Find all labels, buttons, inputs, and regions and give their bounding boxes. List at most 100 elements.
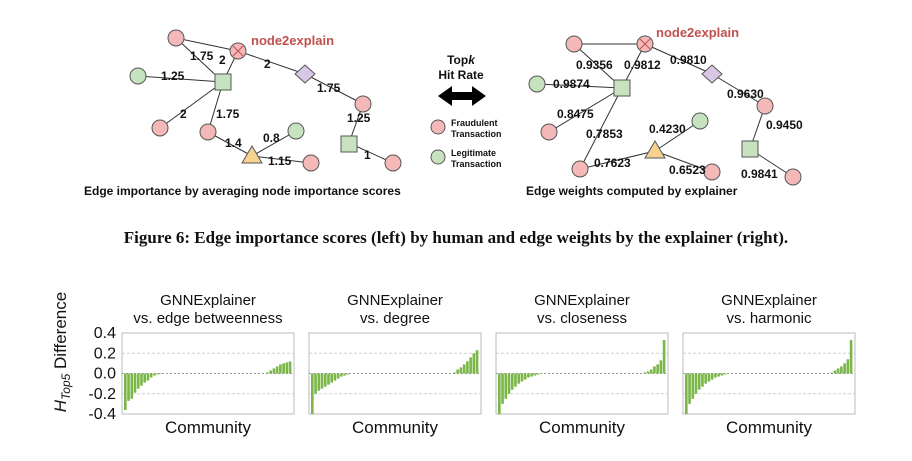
- chart-title: GNNExplainer: [721, 292, 817, 309]
- bar: [527, 373, 530, 378]
- fraud-node: [756, 97, 774, 115]
- edge-label: 0.7853: [586, 127, 623, 141]
- square-node: [741, 140, 759, 158]
- bar: [536, 373, 540, 375]
- double-arrow-icon: [438, 86, 486, 106]
- edge-label: 0.7623: [594, 156, 631, 170]
- bar: [656, 364, 659, 374]
- edge-label: 2: [264, 57, 271, 71]
- bar: [720, 373, 724, 376]
- edge-label: 0.6523: [669, 163, 706, 177]
- bar: [130, 373, 134, 399]
- fraud-node: [167, 29, 185, 47]
- legit-node: [129, 67, 147, 85]
- edge-label: 0.9630: [727, 87, 764, 101]
- fraud-node: [354, 95, 372, 113]
- bar: [707, 373, 711, 382]
- edge-label: 0.8: [263, 131, 280, 145]
- bar: [662, 340, 666, 374]
- bar: [333, 373, 337, 381]
- bar: [836, 368, 840, 374]
- right-nodes: [528, 35, 802, 186]
- bar: [510, 373, 514, 390]
- bar: [327, 373, 330, 385]
- legit-node: [691, 112, 709, 130]
- square-node: [613, 79, 631, 97]
- edge-label: 0.9812: [624, 58, 661, 72]
- edge-label: 0.9450: [766, 118, 803, 132]
- left-caption: Edge importance by averaging node import…: [84, 184, 401, 198]
- bar: [723, 373, 727, 375]
- fraud-node: [784, 168, 802, 186]
- bar: [314, 373, 317, 394]
- x-axis-label: Community: [539, 418, 625, 437]
- bar: [343, 373, 346, 376]
- bar-charts: HTop5 Difference GNNExplainer vs. edge be…: [51, 292, 856, 437]
- bar: [266, 372, 269, 374]
- triangle-node: [241, 145, 263, 164]
- bar: [323, 373, 327, 387]
- bar: [701, 373, 704, 387]
- y-tick-label: 0.2: [94, 345, 116, 362]
- edge-label: 1.25: [347, 111, 371, 125]
- fraud-node: [540, 123, 558, 141]
- bar: [124, 373, 127, 410]
- bar: [269, 370, 273, 374]
- edge-label: 1.25: [161, 69, 185, 83]
- bar: [540, 373, 543, 375]
- edge-label: 0.8475: [557, 107, 594, 121]
- fraud-node: [199, 123, 217, 141]
- bar: [849, 340, 853, 374]
- bar: [653, 366, 656, 374]
- bar: [127, 373, 130, 401]
- bar: [649, 369, 653, 374]
- edge-label: 0.9841: [741, 167, 778, 181]
- bar: [691, 373, 695, 399]
- square-node: [340, 135, 358, 153]
- bar: [520, 373, 524, 382]
- legend-fraud-marker: [430, 119, 446, 135]
- bar: [517, 373, 521, 384]
- chart-subtitle: vs. edge betweenness: [133, 310, 282, 327]
- bar: [469, 357, 472, 374]
- edge-label: 0.9874: [553, 77, 590, 91]
- target-label-right: node2explain: [656, 25, 739, 40]
- legend-legit-marker: [430, 149, 446, 165]
- y-axis-label: HTop5 Difference: [51, 292, 73, 412]
- bar: [456, 369, 460, 374]
- chart-title: GNNExplainer: [534, 292, 630, 309]
- bar: [149, 373, 153, 378]
- bar: [514, 373, 517, 387]
- legend-legit-line2: Transaction: [451, 159, 502, 169]
- diamond-node: [294, 64, 316, 84]
- bar: [272, 368, 276, 374]
- triangle-node: [644, 140, 666, 159]
- bar: [143, 373, 147, 383]
- bar: [156, 373, 159, 375]
- left-nodes: [129, 29, 402, 172]
- y-tick-label: -0.2: [88, 386, 116, 403]
- edge-label: 0.9810: [670, 53, 707, 67]
- topk-subtitle: Hit Rate: [438, 68, 484, 82]
- bar: [340, 373, 343, 377]
- bar: [833, 370, 837, 374]
- edge-label: 1.75: [317, 81, 341, 95]
- bar: [311, 373, 314, 414]
- bar: [840, 366, 843, 374]
- figure-top: node2explain 1.75 2 2 1.25 2 1.75 1.75 1…: [84, 25, 803, 198]
- figure-caption: Figure 6: Edge importance scores (left) …: [123, 228, 789, 247]
- bar: [472, 353, 476, 374]
- bar: [697, 373, 701, 390]
- bar: [714, 373, 717, 378]
- bar: [685, 373, 688, 414]
- bar: [727, 373, 730, 375]
- bar: [159, 373, 163, 375]
- bar: [846, 359, 850, 374]
- bar: [282, 363, 285, 374]
- bar: [507, 373, 511, 394]
- fraud-node: [384, 154, 402, 172]
- bar: [830, 372, 834, 374]
- edge-label: 1.15: [268, 154, 292, 168]
- topk-title: Topk: [447, 53, 476, 67]
- fraud-node: [703, 163, 721, 181]
